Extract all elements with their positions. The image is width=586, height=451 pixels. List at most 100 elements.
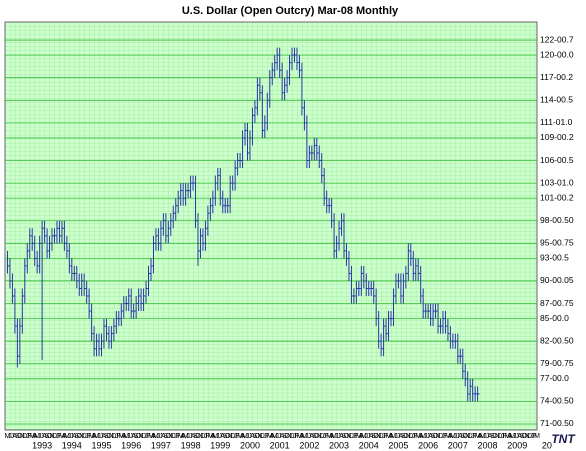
month-label: J [174,433,178,440]
month-label: D [379,433,384,440]
y-tick-label: 87-00.75 [540,298,574,308]
month-label: J [115,433,119,440]
month-label: M [148,433,154,440]
month-label: F [206,433,210,440]
month-label: M [153,433,159,440]
x-tick-label: 1997 [151,440,171,450]
month-label: O [106,433,112,440]
y-tick-label: 71-00.50 [540,418,574,428]
month-label: J [159,433,163,440]
month-label: D [290,433,295,440]
y-tick-label: 95-00.75 [540,238,574,248]
month-label: S [282,433,287,440]
month-label: D [349,433,354,440]
y-tick-label: 98-00.50 [540,215,574,225]
month-label: O [433,433,439,440]
month-label: O [255,433,261,440]
y-tick-label: 93-00.5 [540,253,569,263]
month-label: N [435,433,440,440]
month-label: D [497,433,502,440]
month-label: O [403,433,409,440]
month-label: S [15,433,20,440]
month-label: J [186,433,190,440]
month-label: O [166,433,172,440]
month-label: S [490,433,495,440]
month-label: J [11,433,15,440]
month-label: N [376,433,381,440]
month-label: J [365,433,369,440]
month-label: A [240,433,245,440]
month-label: M [207,433,213,440]
month-label: J [367,433,371,440]
month-label: N [198,433,203,440]
month-label: J [216,433,220,440]
month-label: J [424,433,428,440]
month-label: J [501,433,505,440]
month-label: N [79,433,84,440]
month-label: D [527,433,532,440]
month-label: A [418,433,423,440]
y-tick-label: 90-00.05 [540,275,574,285]
month-label: N [168,433,173,440]
month-label: O [314,433,320,440]
month-label: M [212,433,218,440]
month-label: F [384,433,388,440]
logo: TNT [551,432,576,446]
month-label: M [301,433,307,440]
month-label: D [260,433,265,440]
x-tick-label: 2004 [359,440,379,450]
month-label: D [230,433,235,440]
month-label: A [211,433,216,440]
month-label: A [300,433,305,440]
month-label: J [8,433,12,440]
month-label: J [293,433,297,440]
month-label: J [471,433,475,440]
x-tick-label: 2007 [448,440,468,450]
month-label: N [317,433,322,440]
y-tick-label: 77-00.0 [540,373,569,383]
month-label: M [361,433,367,440]
month-label: J [394,433,398,440]
month-label: M [237,433,243,440]
month-label: A [329,433,334,440]
month-label: J [157,433,161,440]
month-label: A [181,433,186,440]
x-tick-label: 1993 [32,440,52,450]
month-label: J [337,433,341,440]
month-label: A [517,433,522,440]
month-label: J [246,433,250,440]
month-label: F [473,433,477,440]
month-label: S [460,433,465,440]
month-label: O [136,433,142,440]
month-label: N [228,433,233,440]
month-label: M [183,433,189,440]
y-tick-label: 82-00.50 [540,335,574,345]
month-label: A [72,433,77,440]
month-label: M [386,433,392,440]
month-label: S [134,433,139,440]
month-label: A [32,433,37,440]
month-label: A [399,433,404,440]
month-label: A [13,433,18,440]
month-label: M [64,433,70,440]
month-label: D [52,433,57,440]
month-label: J [308,433,312,440]
month-label: O [195,433,201,440]
month-label: J [70,433,74,440]
month-label: D [408,433,413,440]
month-label: J [97,433,101,440]
x-tick-label: 2006 [418,440,438,450]
month-label: D [200,433,205,440]
month-label: A [62,433,67,440]
month-label: F [146,433,150,440]
month-label: F [87,433,91,440]
month-label: A [389,433,394,440]
month-label: J [204,433,208,440]
month-label: A [448,433,453,440]
month-label: O [522,433,528,440]
month-label: A [369,433,374,440]
month-label: A [309,433,314,440]
month-label: A [250,433,255,440]
month-label: M [272,433,278,440]
month-label: M [267,433,273,440]
